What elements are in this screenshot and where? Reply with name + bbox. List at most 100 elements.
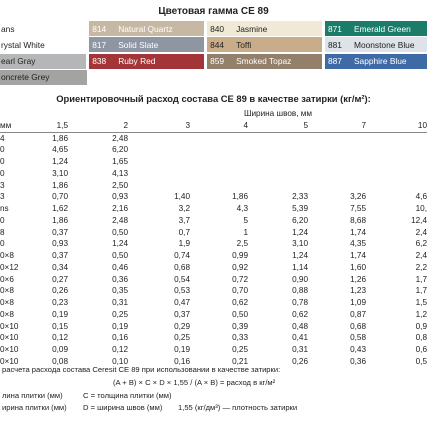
consumption-value-cell: 0,37 bbox=[52, 251, 68, 260]
consumption-value-cell: 2,4 bbox=[415, 227, 427, 237]
consumption-value-cell bbox=[248, 144, 308, 156]
consumption-value-cell bbox=[190, 168, 248, 180]
consumption-value-cell: 3,2 bbox=[178, 204, 190, 213]
consumption-value-cell: 0,27 bbox=[52, 274, 68, 284]
consumption-value-cell: 4,13 bbox=[112, 168, 128, 178]
color-code: 887 bbox=[327, 56, 342, 67]
color-code: 844 bbox=[210, 39, 225, 50]
color-swatch: 887 Sapphire Blue bbox=[324, 53, 427, 69]
color-swatch: 840 Jasmine bbox=[207, 21, 322, 36]
table-row: 0×10 0,09 0,12 0,19 0,25 0,31 0,43 0,6 bbox=[0, 344, 427, 356]
tile-size-cell: 0×10 bbox=[0, 345, 19, 354]
consumption-value-cell: 4,35 bbox=[350, 239, 366, 249]
consumption-value-cell: 4,3 bbox=[236, 204, 248, 213]
tile-size-cell: 0×6 bbox=[0, 274, 14, 284]
consumption-value-cell: 6,2 bbox=[415, 239, 427, 249]
color-swatch: 814 Natural Quartz bbox=[89, 21, 205, 36]
consumption-value-cell: 7,55 bbox=[350, 204, 366, 213]
consumption-value-cell: 0,99 bbox=[232, 251, 248, 260]
consumption-value-cell: 0,16 bbox=[112, 333, 128, 343]
consumption-value-cell: 5 bbox=[243, 215, 248, 225]
consumption-value-cell bbox=[128, 156, 190, 168]
consumption-value-cell: 0,47 bbox=[174, 298, 190, 307]
color-name: Smoked Topaz bbox=[236, 56, 292, 67]
joint-width-header: 3 bbox=[128, 119, 190, 133]
consumption-value-cell: 3,7 bbox=[178, 215, 190, 225]
consumption-value-cell: 0,19 bbox=[52, 309, 68, 319]
consumption-value-cell: 0,70 bbox=[232, 286, 248, 296]
color-name: oncrete Grey bbox=[1, 72, 50, 83]
consumption-value-cell bbox=[366, 144, 427, 156]
consumption-value-cell: 0,21 bbox=[232, 356, 248, 366]
consumption-value-cell: 1,24 bbox=[52, 157, 68, 166]
joint-width-header: 5 bbox=[248, 119, 308, 133]
tile-size-cell: 0 bbox=[0, 157, 5, 166]
consumption-value-cell: 0,54 bbox=[174, 274, 190, 284]
formula-width-label: ирина плитки (мм) bbox=[2, 403, 67, 412]
consumption-value-cell bbox=[308, 156, 366, 168]
consumption-value-cell: 0,78 bbox=[292, 298, 308, 307]
consumption-value-cell: 0,34 bbox=[52, 262, 68, 272]
color-name: ans bbox=[1, 23, 15, 34]
consumption-value-cell bbox=[190, 132, 248, 144]
formula-equation: (A + B) × C × D × 1,55 / (A × B) = расхо… bbox=[113, 378, 276, 387]
color-name: Toffi bbox=[236, 39, 252, 50]
consumption-value-cell: 0,12 bbox=[52, 333, 68, 343]
table-row: 4 1,86 2,48 bbox=[0, 132, 427, 144]
consumption-value-cell: 2,16 bbox=[112, 204, 128, 213]
consumption-value-cell: 4,6 bbox=[415, 192, 427, 202]
consumption-value-cell: 0,68 bbox=[350, 321, 366, 331]
tile-size-cell: 0 bbox=[0, 239, 5, 249]
table-row: 0×10 0,12 0,16 0,25 0,33 0,41 0,58 0,8 bbox=[0, 332, 427, 344]
size-column-header: мм bbox=[0, 119, 30, 133]
consumption-value-cell: 0,25 bbox=[232, 345, 248, 354]
color-swatch: 844 Toffi bbox=[207, 37, 322, 53]
tile-size-cell: 0 bbox=[0, 168, 5, 178]
color-swatch: ans bbox=[0, 21, 87, 36]
joint-width-header: 10 bbox=[366, 119, 427, 133]
consumption-value-cell: 1,26 bbox=[350, 274, 366, 284]
consumption-value-cell: 1,2 bbox=[415, 309, 427, 319]
table-row: 0×6 0,27 0,36 0,54 0,72 0,90 1,26 1,7 bbox=[0, 274, 427, 286]
color-row: earl Gray 838 Ruby Red 859 Smoked Topaz 887 Sa… bbox=[0, 53, 427, 69]
color-swatch: 859 Smoked Topaz bbox=[207, 53, 322, 69]
consumption-value-cell: 5,39 bbox=[292, 204, 308, 213]
consumption-value-cell: 0,37 bbox=[174, 309, 190, 319]
consumption-value-cell: 0,36 bbox=[350, 356, 366, 366]
consumption-value-cell: 1,40 bbox=[174, 192, 190, 202]
consumption-value-cell: 0,72 bbox=[232, 274, 248, 284]
consumption-value-cell: 3,26 bbox=[350, 192, 366, 202]
consumption-value-cell bbox=[308, 180, 366, 192]
tile-size-cell: 0 bbox=[0, 145, 5, 155]
color-code: 814 bbox=[92, 23, 107, 34]
consumption-value-cell: 0,8 bbox=[415, 333, 427, 343]
formula-joint-label: D = ширина швов (мм) bbox=[83, 403, 163, 412]
joint-width-header: 1,5 bbox=[30, 119, 68, 133]
consumption-value-cell: 0,29 bbox=[174, 321, 190, 331]
consumption-value-cell: 1,14 bbox=[292, 262, 308, 272]
consumption-value-cell: 2,48 bbox=[112, 215, 128, 225]
tile-size-cell: 0×8 bbox=[0, 309, 14, 319]
consumption-value-cell bbox=[248, 180, 308, 192]
consumption-value-cell: 0,36 bbox=[112, 274, 128, 284]
table-row: 0 3,10 4,13 bbox=[0, 168, 427, 180]
color-palette: ans 814 Natural Quartz 840 Jasmine 871 Emerald… bbox=[0, 21, 427, 86]
consumption-value-cell: 0,74 bbox=[174, 251, 190, 260]
consumption-value-cell: 0,53 bbox=[174, 286, 190, 296]
consumption-value-cell: 0,50 bbox=[112, 227, 128, 237]
tile-size-cell: 3 bbox=[0, 192, 5, 202]
consumption-value-cell bbox=[128, 132, 190, 144]
color-swatch: 817 Solid Slate bbox=[89, 37, 205, 53]
consumption-value-cell: 2,5 bbox=[236, 239, 248, 249]
tile-size-cell: 3 bbox=[0, 180, 5, 190]
consumption-value-cell: 0,90 bbox=[292, 274, 308, 284]
consumption-value-cell: 0,48 bbox=[292, 321, 308, 331]
color-name: rystal White bbox=[1, 39, 45, 50]
table-row: 0×8 0,26 0,35 0,53 0,70 0,88 1,23 1,7 bbox=[0, 285, 427, 297]
consumption-value-cell bbox=[128, 180, 190, 192]
consumption-value-cell: 0,9 bbox=[415, 321, 427, 331]
tile-size-cell: 0×10 bbox=[0, 321, 19, 331]
consumption-value-cell: 0,19 bbox=[112, 321, 128, 331]
table-row: 3 1,86 2,50 bbox=[0, 180, 427, 192]
color-swatch: rystal White bbox=[0, 37, 87, 53]
